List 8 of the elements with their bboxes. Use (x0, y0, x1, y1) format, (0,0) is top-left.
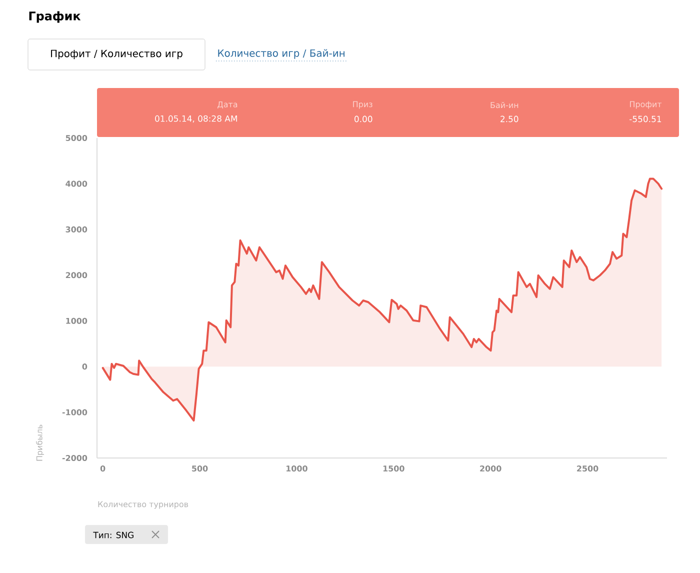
text: Количество игр / Бай-ин (218, 49, 344, 59)
text: -550.51 (630, 116, 662, 122)
chart-title: График (29, 11, 81, 23)
text: Профит / Количество игр (51, 50, 182, 60)
text: 2.50 (500, 116, 518, 122)
text: 01.05.14, 08:28 AM (155, 115, 237, 123)
text: 0.00 (354, 116, 372, 122)
text: Тип: SNG (93, 532, 134, 538)
